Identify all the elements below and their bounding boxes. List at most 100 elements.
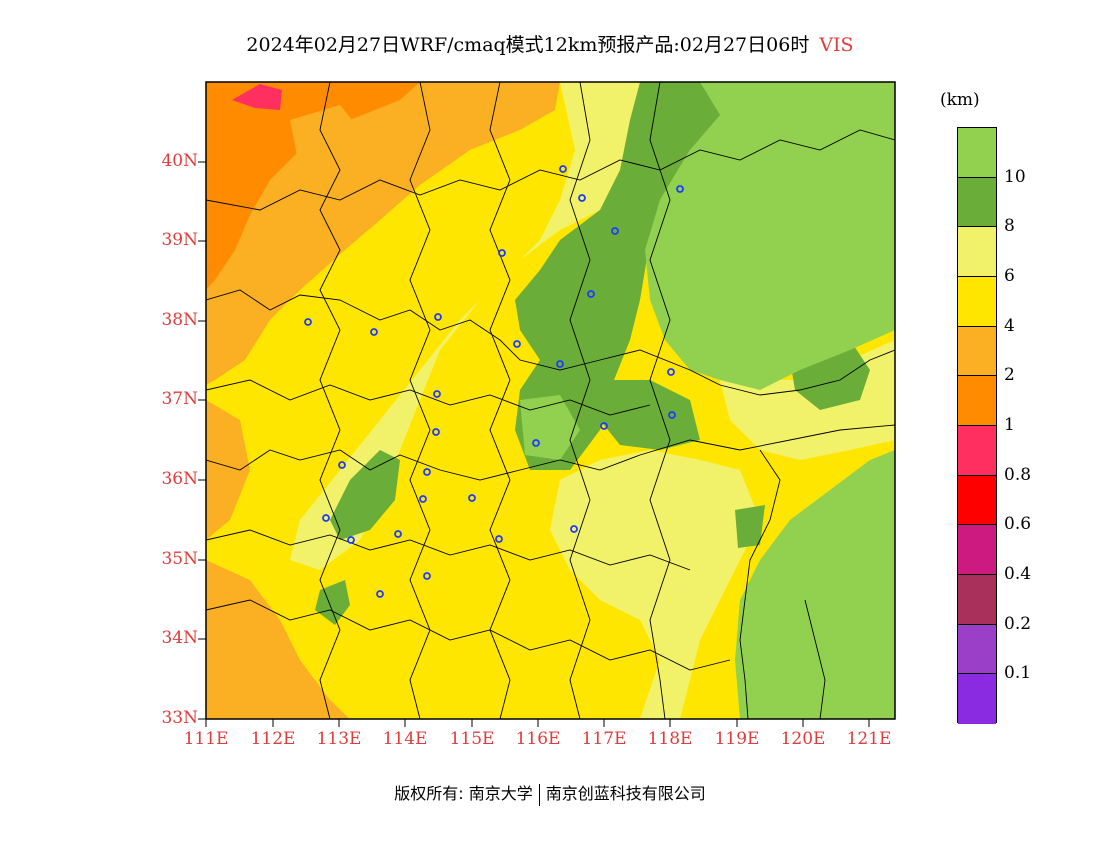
field-2-4-patch bbox=[290, 105, 360, 170]
colorbar bbox=[957, 127, 997, 724]
lon-label: 121E bbox=[846, 729, 892, 749]
colorbar-segment bbox=[958, 425, 996, 476]
field-08-1-spot bbox=[232, 84, 282, 110]
lon-label: 117E bbox=[581, 729, 627, 749]
field-over-10-bohai bbox=[645, 82, 895, 390]
lon-label: 113E bbox=[316, 729, 362, 749]
station-marker bbox=[347, 536, 355, 544]
lon-label: 118E bbox=[647, 729, 693, 749]
lon-ticks bbox=[205, 719, 870, 727]
station-marker bbox=[338, 461, 346, 469]
colorbar-tick-label: 2 bbox=[1004, 365, 1015, 386]
field-over-10-patch bbox=[520, 395, 580, 460]
colorbar-tick-label: 0.2 bbox=[1004, 613, 1032, 634]
colorbar-tick-label: 0.4 bbox=[1004, 564, 1032, 584]
lat-label: 40N bbox=[161, 151, 198, 171]
copyright-text: 版权所有: 南京大学 bbox=[394, 784, 533, 803]
station-marker bbox=[513, 340, 521, 348]
station-marker bbox=[676, 185, 684, 193]
colorbar-tick-label: 10 bbox=[1004, 166, 1026, 187]
map-field bbox=[206, 82, 895, 719]
lon-label: 111E bbox=[183, 729, 229, 749]
colorbar-segment bbox=[958, 674, 996, 724]
map-title: 2024年02月27日WRF/cmaq模式12km预报产品:02月27日06时 V… bbox=[0, 30, 1100, 57]
lon-label: 115E bbox=[449, 729, 495, 749]
station-marker bbox=[433, 390, 441, 398]
field-6-8-southeast bbox=[550, 450, 760, 719]
station-marker bbox=[419, 495, 427, 503]
lat-label: 37N bbox=[161, 389, 198, 409]
station-marker bbox=[587, 290, 595, 298]
station-marker bbox=[667, 368, 675, 376]
station-marker bbox=[434, 313, 442, 321]
station-marker bbox=[532, 439, 540, 447]
lon-label: 116E bbox=[515, 729, 561, 749]
field-8-10-spot bbox=[315, 580, 350, 625]
station-marker bbox=[423, 572, 431, 580]
lat-label: 38N bbox=[161, 310, 198, 330]
station-markers bbox=[304, 165, 684, 598]
colorbar-segment bbox=[958, 574, 996, 625]
station-marker bbox=[559, 165, 567, 173]
station-marker bbox=[495, 535, 503, 543]
station-marker bbox=[322, 514, 330, 522]
station-marker bbox=[611, 227, 619, 235]
station-marker bbox=[570, 525, 578, 533]
lat-label: 35N bbox=[161, 549, 198, 569]
field-8-10-ridge bbox=[330, 450, 400, 540]
footer-divider bbox=[538, 783, 540, 806]
station-marker bbox=[394, 530, 402, 538]
colorbar-tick-label: 1 bbox=[1004, 415, 1015, 435]
lat-label: 34N bbox=[161, 628, 198, 648]
colorbar-segment bbox=[958, 525, 996, 575]
colorbar-segment bbox=[958, 177, 996, 228]
station-marker bbox=[578, 194, 586, 202]
field-8-10-coast-spot bbox=[735, 505, 765, 548]
station-marker bbox=[468, 494, 476, 502]
company-text: 南京创蓝科技有限公司 bbox=[545, 784, 706, 803]
colorbar-segment bbox=[958, 227, 996, 277]
field-2-4-west bbox=[206, 400, 250, 540]
field-8-10-east bbox=[590, 380, 700, 450]
station-marker bbox=[432, 428, 440, 436]
colorbar-segment bbox=[958, 376, 996, 426]
admin-boundaries bbox=[206, 82, 895, 719]
station-marker bbox=[556, 360, 564, 368]
field-8-10-central bbox=[515, 82, 760, 470]
station-marker bbox=[668, 411, 676, 419]
colorbar-segment bbox=[958, 128, 996, 178]
variable-label: VIS bbox=[819, 34, 854, 56]
lon-label: 120E bbox=[780, 729, 826, 749]
lat-label: 36N bbox=[161, 469, 198, 489]
colorbar-unit: (km) bbox=[940, 90, 980, 110]
lon-label: 114E bbox=[382, 729, 428, 749]
field-1-2-northwest bbox=[206, 82, 420, 290]
colorbar-segment bbox=[958, 326, 996, 377]
colorbar-tick-label: 4 bbox=[1004, 315, 1015, 336]
colorbar-tick-label: 6 bbox=[1004, 266, 1015, 286]
colorbar-segment bbox=[958, 276, 996, 327]
station-marker bbox=[600, 422, 608, 430]
station-marker bbox=[498, 249, 506, 257]
colorbar-tick-label: 0.8 bbox=[1004, 464, 1032, 485]
colorbar-tick-label: 0.6 bbox=[1004, 514, 1032, 535]
station-marker bbox=[376, 590, 384, 598]
field-over-10-yellowsea bbox=[735, 450, 895, 719]
lon-label: 112E bbox=[250, 729, 296, 749]
field-2-4-southwest bbox=[206, 560, 350, 719]
lat-ticks bbox=[198, 161, 206, 720]
colorbar-tick-label: 0.1 bbox=[1004, 663, 1032, 684]
station-marker bbox=[370, 328, 378, 336]
field-2-4-northwest bbox=[206, 82, 560, 385]
lat-label: 39N bbox=[161, 230, 198, 250]
colorbar-segment bbox=[958, 475, 996, 526]
title-text: 2024年02月27日WRF/cmaq模式12km预报产品:02月27日06时 bbox=[246, 34, 810, 56]
lon-label: 119E bbox=[714, 729, 760, 749]
colorbar-segment bbox=[958, 624, 996, 675]
colorbar-tick-label: 8 bbox=[1004, 216, 1015, 237]
station-marker bbox=[304, 318, 312, 326]
station-marker bbox=[423, 468, 431, 476]
field-6-8-band bbox=[290, 82, 700, 570]
